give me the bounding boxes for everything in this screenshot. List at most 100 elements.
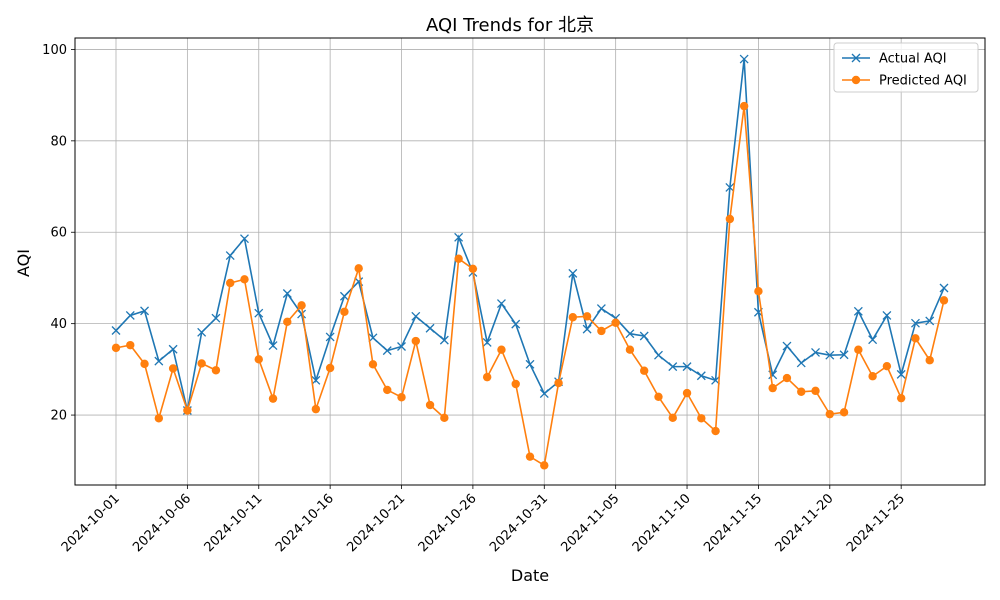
marker-stroke <box>711 375 721 385</box>
predicted-aqi-point <box>797 387 806 396</box>
marker-stroke <box>368 333 378 343</box>
predicted-aqi-point <box>297 301 306 310</box>
predicted-aqi-point <box>697 414 706 423</box>
predicted-aqi-point <box>197 359 206 368</box>
actual-aqi-point <box>482 337 492 347</box>
marker-stroke <box>539 389 549 399</box>
x-axis-title: Date <box>511 566 549 585</box>
actual-aqi-point <box>882 310 892 320</box>
predicted-aqi-point <box>154 414 164 423</box>
actual-aqi-point <box>811 347 820 357</box>
legend: Actual AQI Predicted AQI <box>833 42 979 93</box>
actual-aqi-point <box>297 309 307 319</box>
predicted-aqi-point <box>582 312 592 321</box>
predicted-aqi-point <box>711 426 720 436</box>
predicted-aqi-point <box>568 313 578 322</box>
plot-frame <box>74 37 986 486</box>
actual-aqi-point <box>654 350 663 360</box>
actual-aqi-point <box>668 362 678 372</box>
marker-stroke <box>111 326 121 335</box>
actual-aqi-point <box>682 362 692 372</box>
marker-stroke <box>811 347 820 357</box>
y-tick-label: 60 <box>50 226 67 241</box>
predicted-aqi-point <box>825 409 834 419</box>
actual-aqi-point <box>853 306 863 316</box>
predicted-aqi-point <box>911 334 920 343</box>
predicted-aqi-point <box>311 404 321 414</box>
actual-aqi-point <box>454 232 464 242</box>
chart-title: AQI Trends for 北京 <box>426 15 594 36</box>
marker-stroke <box>582 324 592 334</box>
actual-aqi-point <box>939 283 949 293</box>
marker-stroke <box>311 375 321 385</box>
predicted-aqi-series <box>111 101 949 470</box>
marker-stroke <box>511 319 521 329</box>
predicted-aqi-point <box>411 336 420 346</box>
actual-aqi-point <box>382 346 392 356</box>
predicted-aqi-point <box>811 386 820 396</box>
predicted-aqi-point <box>168 364 178 373</box>
marker-stroke <box>668 362 678 372</box>
predicted-aqi-point <box>782 373 792 383</box>
marker-stroke <box>496 299 506 309</box>
marker-stroke <box>882 310 892 320</box>
actual-aqi-point <box>782 341 792 351</box>
marker-stroke <box>910 318 920 328</box>
marker-stroke <box>925 316 935 326</box>
actual-aqi-point <box>596 304 606 314</box>
marker-stroke <box>382 346 392 356</box>
predicted-aqi-point <box>440 413 449 423</box>
actual-aqi-point <box>910 318 920 328</box>
actual-aqi-point <box>397 342 406 351</box>
predicted-aqi-point <box>425 400 435 410</box>
predicted-aqi-point <box>368 360 378 369</box>
marker-stroke <box>825 350 835 360</box>
y-axis-title: AQI <box>14 249 33 277</box>
predicted-aqi-point <box>468 264 478 274</box>
predicted-aqi-point <box>126 340 135 350</box>
marker-stroke <box>454 232 464 242</box>
marker-stroke <box>268 341 278 351</box>
predicted-aqi-point <box>925 356 934 365</box>
actual-aqi-point <box>696 371 706 381</box>
actual-aqi-point <box>739 54 749 64</box>
actual-aqi-point <box>439 335 449 345</box>
marker-stroke <box>868 335 878 345</box>
actual-aqi-point <box>825 350 835 360</box>
actual-aqi-point <box>425 323 435 333</box>
marker-stroke <box>896 369 906 379</box>
actual-aqi-point <box>796 358 806 368</box>
actual-aqi-point <box>368 333 378 343</box>
actual-aqi-point <box>197 327 207 337</box>
predicted-aqi-point <box>511 379 520 389</box>
predicted-aqi-point <box>140 359 149 369</box>
marker-stroke <box>225 251 235 261</box>
predicted-aqi-point <box>654 392 663 401</box>
actual-aqi-series <box>111 54 949 415</box>
marker-stroke <box>168 344 178 354</box>
marker-stroke <box>853 306 863 316</box>
marker-stroke <box>851 53 861 63</box>
predicted-aqi-point <box>640 366 649 375</box>
marker-stroke <box>654 350 663 360</box>
predicted-aqi-point <box>383 385 392 395</box>
marker-stroke <box>325 332 335 342</box>
actual-aqi-point <box>868 335 878 345</box>
marker-stroke <box>397 342 406 351</box>
marker-stroke <box>639 331 649 341</box>
marker-stroke <box>140 306 150 316</box>
marker-stroke <box>411 311 421 321</box>
actual-aqi-point <box>211 313 221 323</box>
predicted-aqi-point <box>525 452 535 461</box>
marker-stroke <box>625 329 635 339</box>
predicted-aqi-point <box>240 275 249 284</box>
predicted-aqi-point <box>682 388 692 398</box>
predicted-aqi-point <box>896 393 906 403</box>
marker-stroke <box>796 358 806 368</box>
actual-aqi-point <box>240 234 249 244</box>
marker-stroke <box>211 313 221 323</box>
actual-aqi-point <box>582 324 592 334</box>
predicted-aqi-point <box>283 317 292 327</box>
